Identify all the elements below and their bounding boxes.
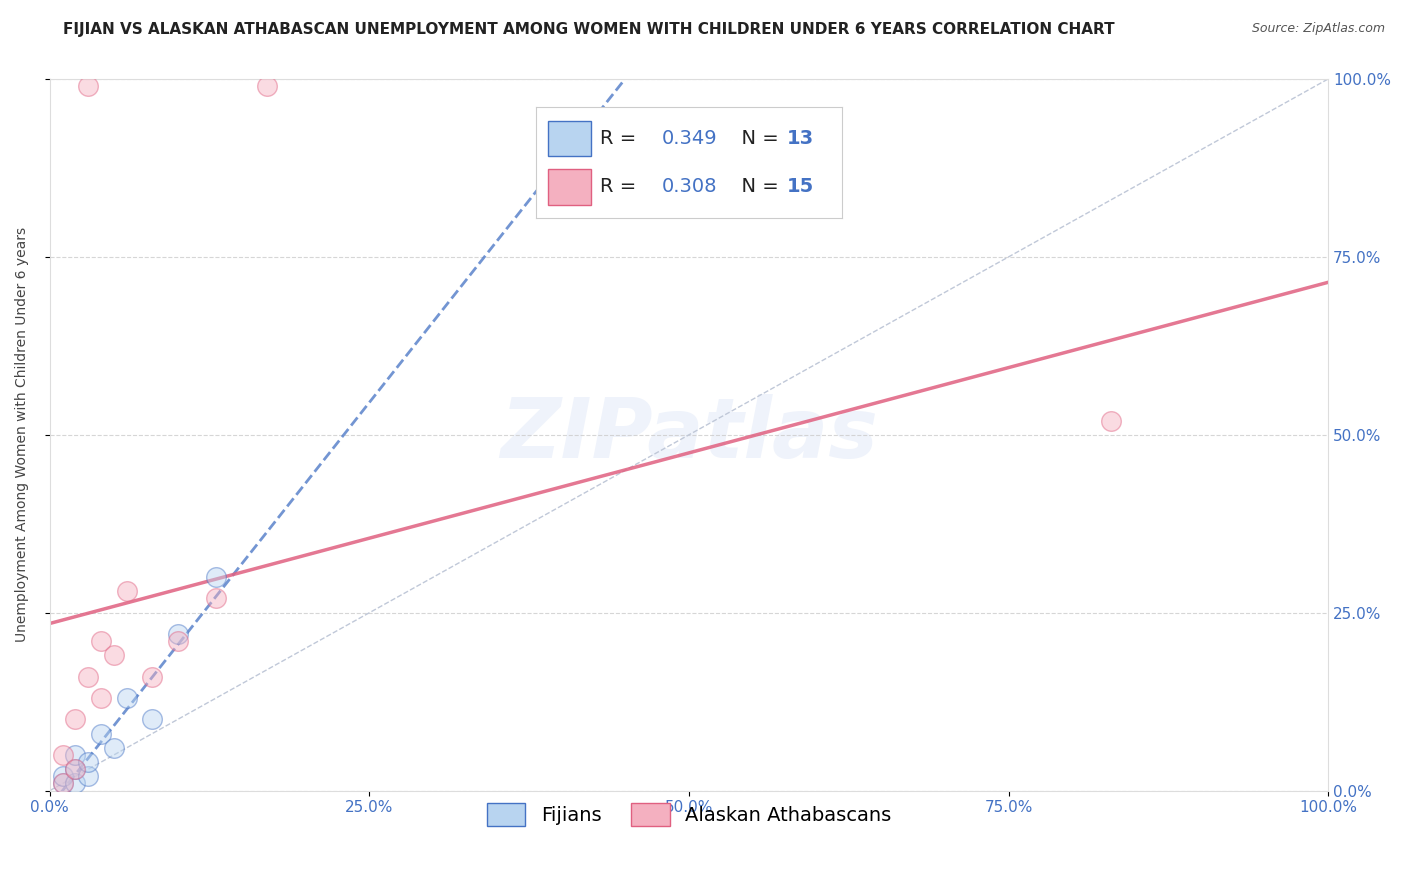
Point: [256, 79, 278, 94]
Text: FIJIAN VS ALASKAN ATHABASCAN UNEMPLOYMENT AMONG WOMEN WITH CHILDREN UNDER 6 YEAR: FIJIAN VS ALASKAN ATHABASCAN UNEMPLOYMEN…: [63, 22, 1115, 37]
Point: [115, 691, 138, 706]
Point: [166, 634, 188, 648]
Point: [115, 584, 138, 599]
Point: [52, 776, 75, 790]
Point: [65, 762, 87, 776]
Point: [52, 776, 75, 790]
Text: ZIPatlas: ZIPatlas: [501, 394, 877, 475]
Point: [65, 747, 87, 762]
Point: [77, 769, 100, 783]
Point: [77, 79, 100, 94]
Legend: Fijians, Alaskan Athabascans: Fijians, Alaskan Athabascans: [479, 795, 900, 834]
Point: [103, 648, 125, 663]
Point: [141, 670, 163, 684]
Point: [90, 691, 112, 706]
Point: [205, 570, 228, 584]
Point: [52, 769, 75, 783]
Point: [65, 713, 87, 727]
Point: [141, 713, 163, 727]
Y-axis label: Unemployment Among Women with Children Under 6 years: Unemployment Among Women with Children U…: [15, 227, 30, 642]
Point: [77, 755, 100, 769]
Point: [103, 740, 125, 755]
Point: [166, 627, 188, 641]
Point: [52, 747, 75, 762]
Point: [205, 591, 228, 606]
Point: [77, 670, 100, 684]
Point: [1099, 413, 1122, 427]
Point: [90, 634, 112, 648]
Point: [65, 762, 87, 776]
Point: [65, 776, 87, 790]
Point: [90, 727, 112, 741]
Text: Source: ZipAtlas.com: Source: ZipAtlas.com: [1251, 22, 1385, 36]
